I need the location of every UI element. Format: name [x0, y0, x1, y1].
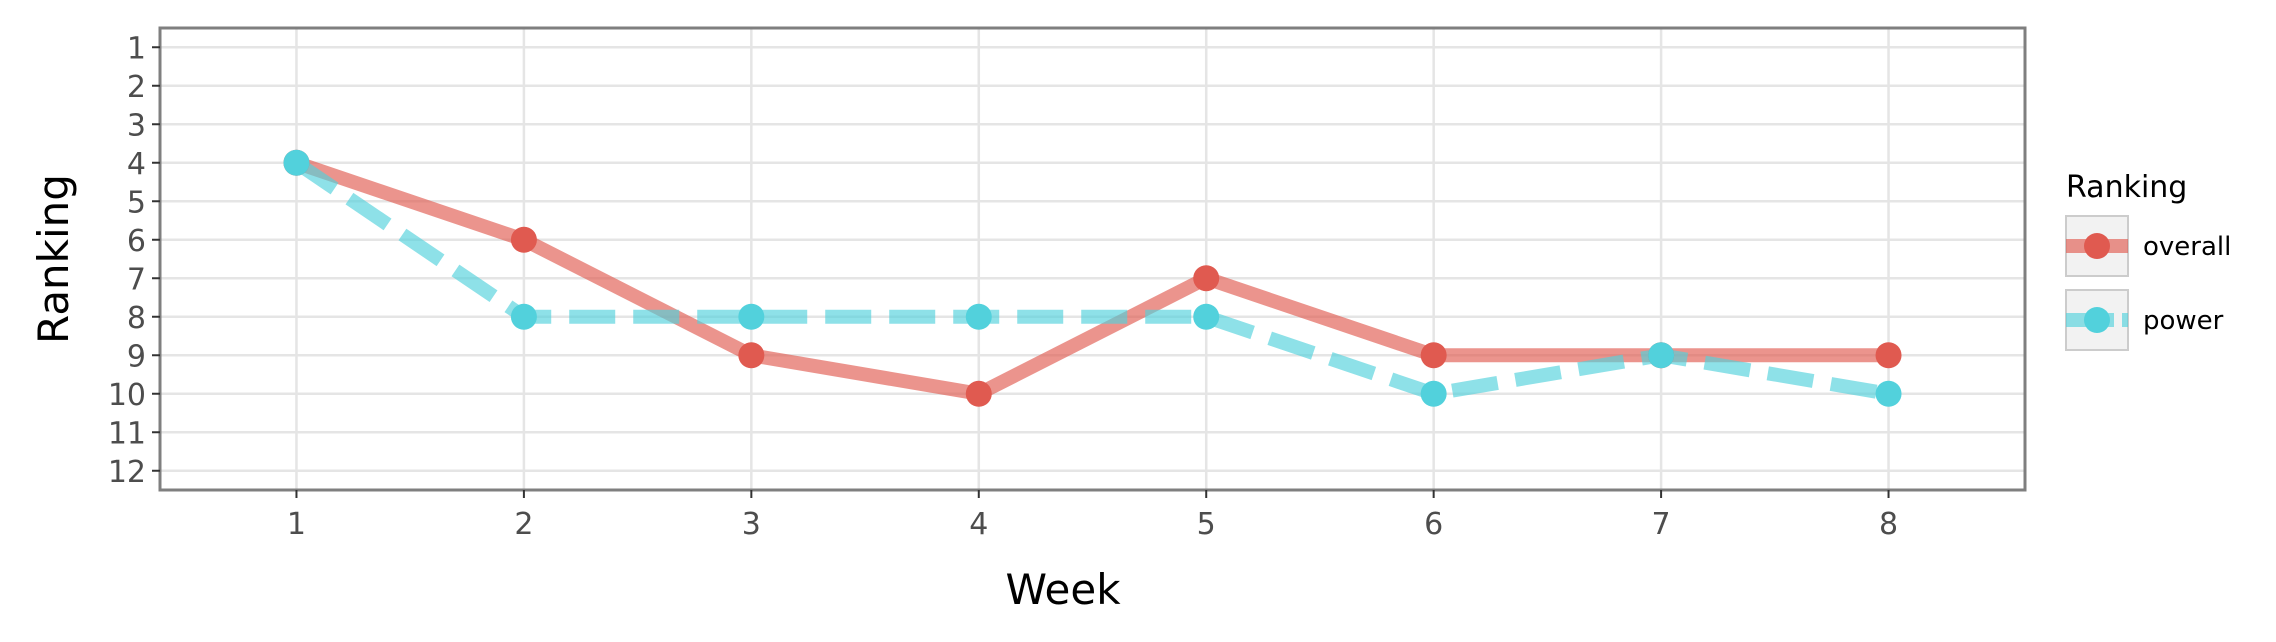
x-tick-label: 2 [514, 507, 533, 542]
x-tick-label: 7 [1652, 507, 1671, 542]
data-point-overall [1193, 265, 1220, 292]
legend-title: Ranking [2066, 170, 2187, 205]
y-tick-label: 9 [127, 339, 146, 374]
legend-key-point [2084, 307, 2110, 333]
y-tick-label: 4 [127, 147, 146, 182]
legend-label-power: power [2143, 306, 2224, 336]
y-tick-label: 3 [127, 108, 146, 143]
x-tick-label: 3 [742, 507, 761, 542]
data-point-overall [510, 226, 537, 253]
data-point-power [283, 149, 310, 176]
y-tick-label: 12 [108, 455, 146, 490]
y-tick-label: 2 [127, 70, 146, 105]
x-tick-label: 5 [1197, 507, 1216, 542]
data-point-power [1193, 303, 1220, 330]
x-tick-label: 8 [1879, 507, 1898, 542]
plot-border [158, 26, 2027, 492]
legend: Ranking overall power [2065, 170, 2231, 351]
data-point-power [738, 303, 765, 330]
legend-key-point [2084, 233, 2110, 259]
y-tick-label: 8 [127, 301, 146, 336]
y-tick-label: 6 [127, 224, 146, 259]
legend-entry-overall: overall [2065, 215, 2231, 277]
data-point-overall [738, 342, 765, 369]
legend-entry-power: power [2065, 289, 2224, 351]
legend-label-overall: overall [2143, 232, 2231, 262]
data-point-power [1648, 342, 1675, 369]
x-tick-label: 1 [287, 507, 306, 542]
y-axis-title: Ranking [29, 174, 78, 344]
data-point-power [965, 303, 992, 330]
data-point-power [1420, 380, 1447, 407]
x-axis-title: Week [1005, 565, 1121, 614]
series-line-overall [294, 156, 1889, 401]
plot-panel [160, 28, 2025, 490]
data-point-overall [965, 380, 992, 407]
y-tick-label: 11 [108, 416, 146, 451]
data-point-overall [1875, 342, 1902, 369]
x-tick-label: 6 [1424, 507, 1443, 542]
series-line-power [292, 156, 1890, 401]
grid [160, 28, 2025, 490]
y-tick-label: 1 [127, 31, 146, 66]
data-point-power [510, 303, 537, 330]
series-layer [283, 149, 1902, 407]
y-tick-label: 10 [108, 378, 146, 413]
data-point-power [1875, 380, 1902, 407]
y-tick-label: 7 [127, 262, 146, 297]
x-tick-label: 4 [969, 507, 988, 542]
data-point-overall [1420, 342, 1447, 369]
y-tick-label: 5 [127, 185, 146, 220]
